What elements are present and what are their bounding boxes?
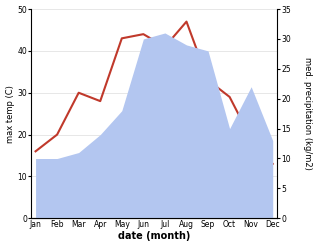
Y-axis label: max temp (C): max temp (C) [5, 85, 15, 143]
Y-axis label: med. precipitation (kg/m2): med. precipitation (kg/m2) [303, 57, 313, 170]
X-axis label: date (month): date (month) [118, 231, 190, 242]
